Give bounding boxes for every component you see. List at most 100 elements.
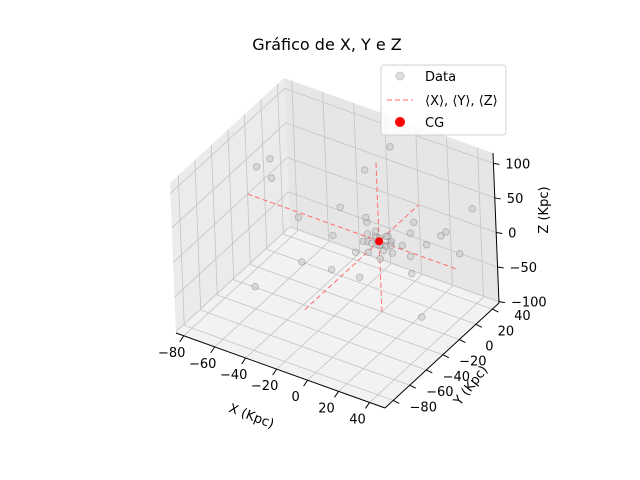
x-tick bbox=[303, 379, 309, 387]
y-tick bbox=[475, 323, 483, 328]
legend-cg-marker bbox=[395, 117, 405, 127]
data-point bbox=[406, 252, 415, 261]
data-point bbox=[298, 258, 306, 266]
grid-line-z-back bbox=[285, 122, 495, 199]
z-tick-label: 50 bbox=[507, 192, 524, 207]
grid-line-z-left bbox=[172, 157, 288, 263]
y-tick bbox=[393, 399, 400, 404]
y-axis-line bbox=[384, 302, 500, 409]
z-axis-line bbox=[492, 152, 500, 304]
data-point bbox=[267, 174, 276, 182]
data-point bbox=[266, 155, 274, 163]
data-point bbox=[359, 237, 367, 245]
y-tick-label: 0 bbox=[485, 340, 493, 355]
grid-line-y-left bbox=[227, 129, 235, 280]
legend-data-label: Data bbox=[425, 70, 456, 85]
data-point bbox=[410, 218, 418, 227]
grid-line-x-back bbox=[477, 147, 484, 298]
axis-lines bbox=[175, 152, 500, 409]
x-tick bbox=[365, 402, 370, 409]
data-point bbox=[363, 230, 372, 238]
grid-line-z-left bbox=[174, 191, 289, 298]
grid-line-z-back bbox=[287, 157, 497, 233]
data-point bbox=[362, 213, 370, 222]
grid-line-x-back bbox=[353, 102, 361, 254]
data-point bbox=[388, 249, 397, 257]
x-tick-label: −40 bbox=[220, 368, 247, 383]
y-tick-label: −60 bbox=[426, 385, 453, 400]
grid-line-z-left bbox=[175, 226, 291, 332]
chart-title: Gráfico de X, Y e Z bbox=[252, 35, 402, 54]
z-tick-label: −50 bbox=[510, 261, 537, 276]
data-point bbox=[252, 163, 261, 171]
data-point bbox=[386, 143, 394, 151]
x-axis-label: X (Kpc) bbox=[227, 401, 276, 432]
grid-line-y-floor bbox=[184, 325, 394, 401]
mean-line-y bbox=[304, 204, 420, 311]
data-point bbox=[371, 227, 380, 235]
x-tick-label: 0 bbox=[291, 390, 299, 405]
grid-line-x-back bbox=[322, 91, 330, 242]
y-tick-label: −40 bbox=[443, 370, 470, 385]
grid-line-x-back bbox=[415, 125, 422, 276]
grid-line-x-floor bbox=[307, 274, 422, 381]
y-tick bbox=[442, 354, 450, 359]
z-tick bbox=[493, 162, 500, 165]
grid-line-x-floor bbox=[338, 286, 453, 392]
data-point bbox=[327, 265, 336, 274]
mean-line-x bbox=[247, 193, 457, 270]
x-tick bbox=[210, 346, 216, 354]
data-point bbox=[336, 203, 344, 211]
grid-line-x-floor bbox=[276, 263, 391, 370]
legend-mean-label: ⟨X⟩, ⟨Y⟩, ⟨Z⟩ bbox=[425, 94, 498, 109]
tick-labels: −80−60−40−2002040−80−60−40−2002040−100−5… bbox=[158, 157, 547, 427]
y-tick-label: −80 bbox=[410, 400, 437, 415]
x-tick-label: −80 bbox=[158, 346, 185, 361]
grid-line-y-left bbox=[260, 99, 268, 250]
grid-lines bbox=[170, 80, 500, 403]
grid-line-x-back bbox=[446, 136, 453, 287]
data-point bbox=[364, 248, 372, 257]
grid-line-y-left bbox=[210, 144, 218, 295]
legend-data-marker bbox=[395, 71, 405, 81]
data-point bbox=[406, 229, 415, 237]
left-pane bbox=[170, 78, 290, 333]
z-tick-label: 0 bbox=[508, 226, 516, 241]
z-tick bbox=[494, 197, 501, 200]
x-tick bbox=[179, 335, 185, 343]
x-tick-label: 20 bbox=[318, 401, 335, 416]
y-tick bbox=[492, 308, 499, 313]
floor-pane bbox=[176, 228, 499, 408]
y-tick bbox=[426, 369, 433, 374]
data-point bbox=[408, 269, 416, 278]
grid-line-y-floor bbox=[283, 233, 493, 310]
tick-marks bbox=[179, 162, 506, 409]
grid-line-x-floor bbox=[183, 230, 299, 337]
data-point bbox=[468, 205, 476, 213]
grid-line-y-left bbox=[177, 175, 185, 326]
z-tick bbox=[497, 266, 504, 269]
z-tick-label: −100 bbox=[511, 296, 547, 311]
grid-line-y-floor bbox=[200, 309, 410, 386]
z-axis-label: Z (Kpc) bbox=[537, 186, 552, 233]
data-point bbox=[367, 239, 376, 247]
z-tick bbox=[496, 231, 503, 234]
z-tick-label: 100 bbox=[505, 157, 530, 172]
grid-line-z-back bbox=[289, 226, 500, 302]
x-tick bbox=[334, 391, 339, 398]
grid-line-y-floor bbox=[233, 279, 443, 356]
cg-marker-group bbox=[375, 237, 384, 246]
grid-line-y-left bbox=[194, 160, 202, 311]
data-point bbox=[398, 241, 406, 250]
data-point bbox=[376, 255, 384, 263]
data-point bbox=[355, 273, 364, 281]
y-tick-label: 40 bbox=[514, 309, 531, 324]
data-point bbox=[329, 231, 337, 240]
grid-line-x-back bbox=[291, 80, 299, 231]
data-point bbox=[442, 228, 450, 236]
grid-line-z-left bbox=[171, 122, 287, 229]
grid-line-x-floor bbox=[245, 252, 360, 359]
grid-line-x-floor bbox=[214, 241, 329, 348]
x-tick-label: −20 bbox=[251, 379, 278, 394]
x-tick bbox=[272, 368, 278, 376]
